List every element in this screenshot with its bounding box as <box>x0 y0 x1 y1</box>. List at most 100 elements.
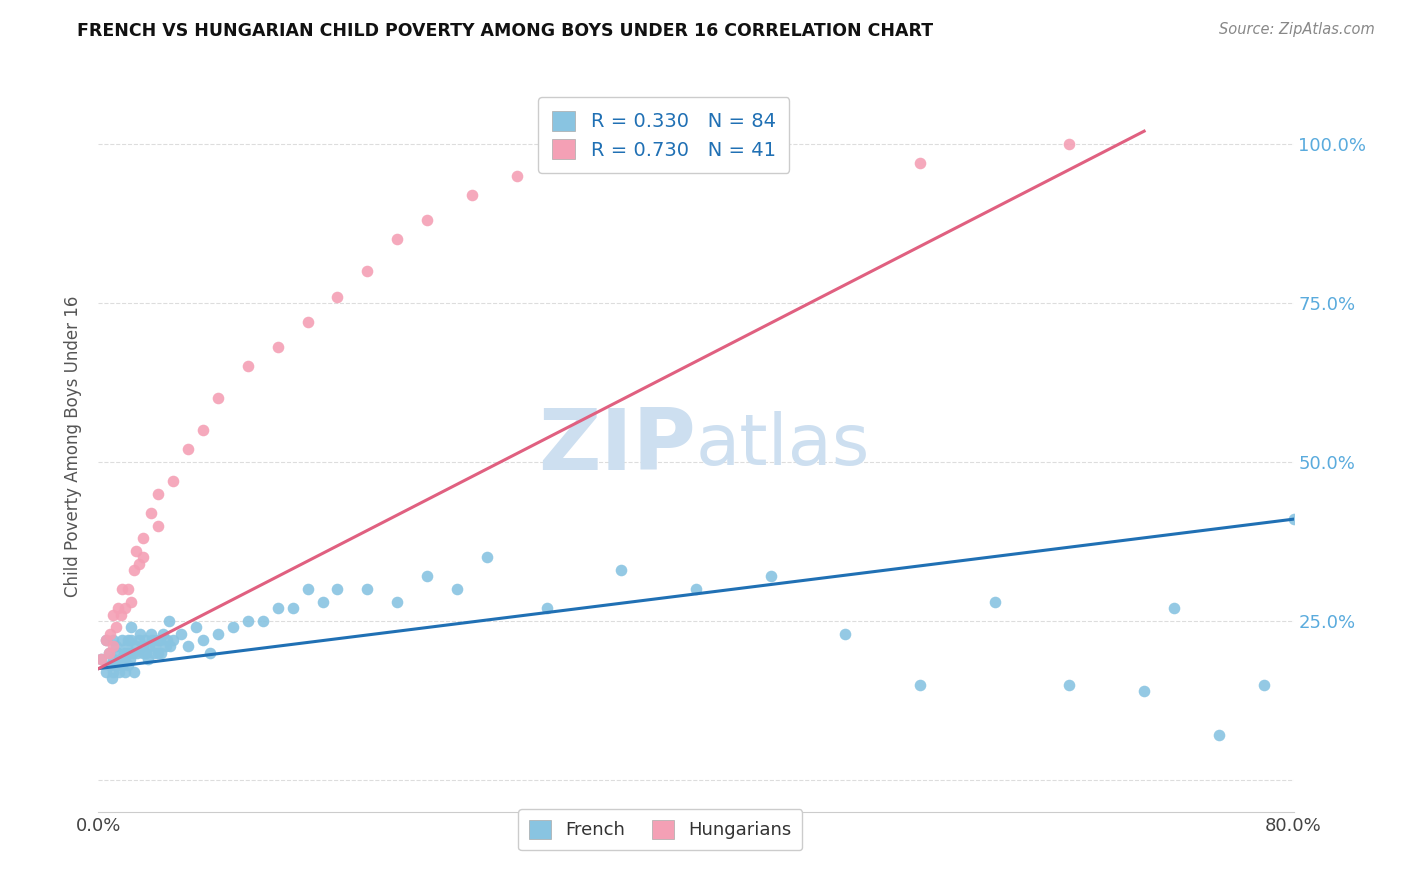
Point <box>103 632 125 647</box>
Point <box>128 632 150 647</box>
Point <box>115 640 138 654</box>
Point <box>1133 684 1156 698</box>
Point <box>111 658 134 673</box>
Point <box>446 582 468 596</box>
Point <box>150 646 173 660</box>
Point <box>536 601 558 615</box>
Point <box>135 646 157 660</box>
Point <box>908 156 931 170</box>
Point <box>94 632 117 647</box>
Point <box>125 640 148 654</box>
Point <box>132 550 155 565</box>
Point <box>326 289 349 303</box>
Point <box>356 582 378 596</box>
Point <box>103 665 125 679</box>
Point <box>97 646 120 660</box>
Text: ZIP: ZIP <box>538 404 696 488</box>
Point <box>139 626 162 640</box>
Point <box>112 646 135 660</box>
Point <box>107 601 129 615</box>
Point <box>267 340 290 354</box>
Point <box>200 646 222 660</box>
Point <box>908 677 931 691</box>
Point <box>177 640 200 654</box>
Point <box>120 620 142 634</box>
Point <box>108 665 131 679</box>
Point <box>117 582 139 596</box>
Point <box>105 640 128 654</box>
Point <box>118 652 141 666</box>
Point <box>148 632 170 647</box>
Point <box>385 232 409 246</box>
Point <box>297 582 319 596</box>
Point <box>1163 601 1185 615</box>
Point <box>121 646 143 660</box>
Point <box>169 626 191 640</box>
Point <box>101 671 124 685</box>
Point <box>1282 512 1305 526</box>
Point <box>139 506 162 520</box>
Point <box>236 614 259 628</box>
Point <box>184 620 207 634</box>
Point <box>105 620 128 634</box>
Point <box>132 646 155 660</box>
Point <box>207 626 229 640</box>
Text: Source: ZipAtlas.com: Source: ZipAtlas.com <box>1219 22 1375 37</box>
Point <box>90 652 112 666</box>
Point <box>114 652 136 666</box>
Point <box>759 150 782 164</box>
Point <box>111 582 134 596</box>
Point <box>610 136 633 151</box>
Y-axis label: Child Poverty Among Boys Under 16: Child Poverty Among Boys Under 16 <box>65 295 83 597</box>
Point <box>475 550 498 565</box>
Point <box>156 632 179 647</box>
Point <box>416 569 439 583</box>
Point <box>326 582 349 596</box>
Point <box>685 156 707 170</box>
Point <box>120 595 142 609</box>
Point <box>149 632 172 647</box>
Point <box>134 632 156 647</box>
Point <box>281 601 304 615</box>
Point <box>120 632 142 647</box>
Point <box>385 595 409 609</box>
Point <box>222 620 245 634</box>
Point <box>127 646 149 660</box>
Point <box>110 652 132 666</box>
Point <box>984 595 1007 609</box>
Point <box>90 652 112 666</box>
Text: atlas: atlas <box>696 411 870 481</box>
Point <box>94 632 117 647</box>
Point <box>1059 677 1081 691</box>
Point <box>416 213 439 227</box>
Point <box>143 640 166 654</box>
Point <box>114 665 136 679</box>
Point <box>98 626 122 640</box>
Point <box>148 518 170 533</box>
Point <box>97 646 120 660</box>
Point <box>103 640 125 654</box>
Point <box>157 614 180 628</box>
Point <box>103 652 125 666</box>
Point <box>152 626 174 640</box>
Point <box>252 614 274 628</box>
Point <box>1208 728 1230 742</box>
Point <box>117 632 139 647</box>
Point <box>297 315 319 329</box>
Point <box>141 632 163 647</box>
Point <box>162 474 184 488</box>
Point <box>107 646 129 660</box>
Point <box>114 601 136 615</box>
Point <box>177 442 200 457</box>
Point <box>834 626 856 640</box>
Point <box>138 640 160 654</box>
Point <box>155 640 177 654</box>
Point <box>685 582 707 596</box>
Point <box>461 187 484 202</box>
Point <box>132 531 155 545</box>
Point <box>105 658 128 673</box>
Point <box>142 646 165 660</box>
Point <box>136 652 159 666</box>
Point <box>103 607 125 622</box>
Point <box>162 632 184 647</box>
